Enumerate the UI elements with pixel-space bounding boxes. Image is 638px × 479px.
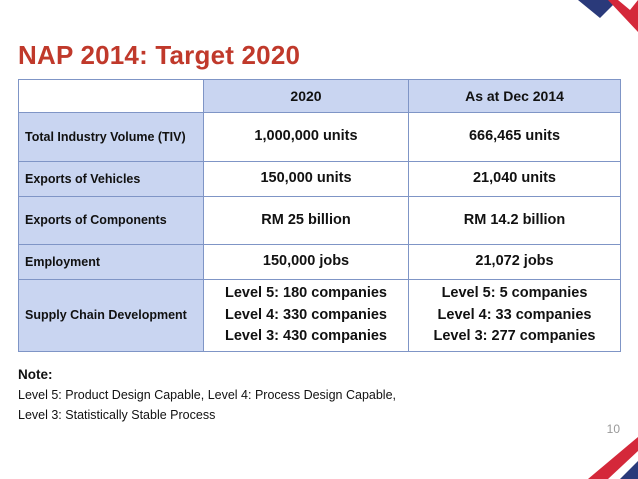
table-row: Exports of Components RM 25 billion RM 14.…	[18, 196, 621, 245]
table-row: Total Industry Volume (TIV) 1,000,000 uni…	[18, 112, 621, 162]
targets-table: 2020 As at Dec 2014 Total Industry Volum…	[18, 79, 621, 352]
logo-graphic-top	[578, 0, 638, 32]
table-header-row: 2020 As at Dec 2014	[18, 79, 621, 113]
row-label: Supply Chain Development	[18, 279, 204, 352]
cell-2020-target: 150,000 jobs	[203, 244, 409, 280]
cell-line: 1,000,000 units	[254, 128, 358, 145]
row-label: Total Industry Volume (TIV)	[18, 112, 204, 162]
cell-line: 666,465 units	[468, 128, 561, 145]
cell-dec-2014-actual: 666,465 units	[408, 112, 621, 162]
page-title: NAP 2014: Target 2020	[18, 40, 301, 70]
cell-line: 150,000 jobs	[262, 253, 350, 270]
cell-2020-target: 1,000,000 units	[203, 112, 409, 162]
cell-line: RM 14.2 billion	[463, 211, 566, 228]
cell-dec-2014-actual: Level 5: 5 companies Level 4: 33 companie…	[408, 279, 621, 352]
logo-graphic-bottom	[588, 437, 638, 479]
cell-line: 21,072 jobs	[475, 253, 554, 270]
cell-dec-2014-actual: RM 14.2 billion	[408, 196, 621, 245]
cell-dec-2014-actual: 21,040 units	[408, 161, 621, 197]
cell-line: 21,040 units	[472, 170, 556, 187]
header-corner	[18, 79, 204, 113]
cell-line: Level 4: 33 companies	[437, 306, 592, 323]
cell-line: Level 5: 5 companies	[441, 284, 588, 301]
cell-line: Level 4: 330 companies	[225, 306, 387, 323]
cell-line: Level 5: 180 companies	[225, 284, 387, 301]
note-heading: Note:	[18, 367, 53, 382]
table-row: Supply Chain Development Level 5: 180 com…	[18, 279, 621, 352]
header-dec-2014: As at Dec 2014	[408, 79, 621, 113]
cell-line: Level 3: 430 companies	[225, 328, 387, 345]
cell-2020-target: RM 25 billion	[203, 196, 409, 245]
note-block: Note: Level 5: Product Design Capable, L…	[18, 365, 396, 425]
cell-2020-target: Level 5: 180 companies Level 4: 330 compa…	[203, 279, 409, 352]
note-line-2: Level 3: Statistically Stable Process	[18, 408, 216, 422]
note-line-1: Level 5: Product Design Capable, Level 4…	[18, 388, 396, 402]
cell-line: Level 3: 277 companies	[433, 328, 596, 345]
row-label: Exports of Vehicles	[18, 161, 204, 197]
table-row: Exports of Vehicles 150,000 units 21,040 u…	[18, 161, 621, 197]
header-2020: 2020	[203, 79, 409, 113]
cell-line: RM 25 billion	[261, 211, 351, 228]
cell-line: 150,000 units	[260, 170, 352, 187]
cell-2020-target: 150,000 units	[203, 161, 409, 197]
cell-dec-2014-actual: 21,072 jobs	[408, 244, 621, 280]
table-row: Employment 150,000 jobs 21,072 jobs	[18, 244, 621, 280]
row-label: Exports of Components	[18, 196, 204, 245]
row-label: Employment	[18, 244, 204, 280]
page-number: 10	[606, 422, 620, 436]
